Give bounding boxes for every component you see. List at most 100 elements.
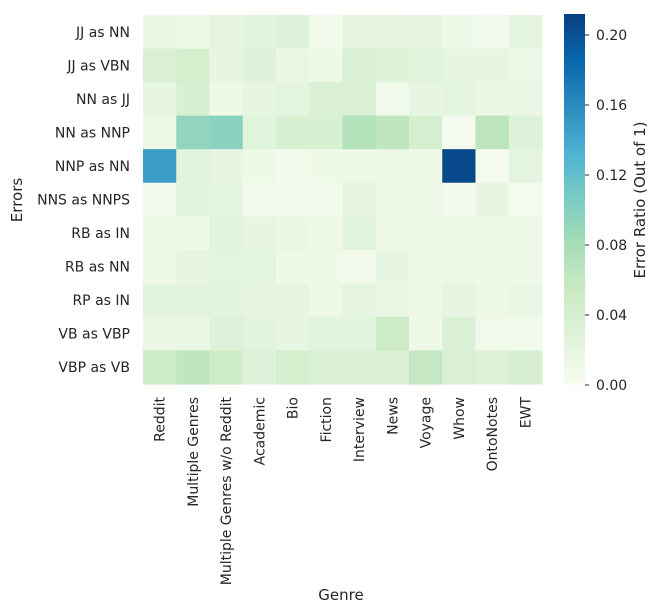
heatmap-cell [475,182,510,217]
heatmap-cell [375,283,410,318]
y-tick-label: JJ as VBN [66,58,130,74]
heatmap-cell [143,216,177,251]
colorbar: 0.00 0.04 0.08 0.12 0.16 0.20 Error Ratio (Ou… [564,14,649,394]
y-axis-title: Errors [8,178,26,223]
heatmap-cell [242,115,277,150]
heatmap-cell [242,15,277,50]
heatmap-cell [176,216,211,251]
heatmap-cell [409,316,443,352]
y-tick-label: VBP as VB [58,360,130,376]
heatmap-cell [276,48,310,83]
heatmap-cell [309,350,344,385]
heatmap-cell [242,48,277,83]
x-tick-label: Multiple Genres w/o Reddit [219,396,235,585]
x-tick-label: Bio [286,397,302,419]
heatmap-cell [176,82,211,117]
y-tick-label: NN as NNP [55,125,130,141]
heatmap-cell [209,182,244,217]
heatmap-cell [143,316,177,352]
heatmap-cell [508,15,543,50]
heatmap-cell [375,216,410,251]
heatmap-cell [176,149,211,184]
heatmap-cell [508,350,543,385]
x-tick-label: News [385,397,401,435]
heatmap-cell [508,216,543,251]
heatmap-cell [475,350,510,385]
heatmap-cell [143,149,177,184]
x-tick-label: Multiple Genres [186,397,202,507]
y-tick-label: NNP as NN [55,159,130,175]
heatmap-cell [409,182,443,217]
heatmap-cell [209,216,244,251]
heatmap-cell [209,115,244,150]
heatmap-cell [276,249,310,284]
heatmap-cell [309,115,344,150]
heatmap-cell [409,350,443,385]
heatmap-cell [276,149,310,184]
heatmap-cell [475,115,510,150]
heatmap-cell [276,115,310,150]
heatmap-cell [409,48,443,83]
heatmap-cell [209,149,244,184]
colorbar-tick-label: 0.16 [596,98,627,114]
heatmap-cell [508,115,543,150]
heatmap-cell [442,216,477,251]
heatmap-cell [442,48,477,83]
heatmap-cell [309,182,344,217]
heatmap-cell [375,149,410,184]
heatmap-cell [309,149,344,184]
heatmap-cell [375,350,410,385]
heatmap-cell [508,316,543,352]
y-tick-label: RB as NN [65,260,130,276]
heatmap-cell [442,15,477,50]
colorbar-gradient [564,14,585,385]
heatmap-cell [242,149,277,184]
heatmap-cell [176,316,211,352]
heatmap-cell [475,316,510,352]
heatmap-cell [143,115,177,150]
heatmap-cell [209,316,244,352]
heatmap-cell [276,15,310,50]
heatmap-cell [508,249,543,284]
heatmap-cell [409,249,443,284]
heatmap-cell [209,15,244,50]
heatmap-cell [508,182,543,217]
heatmap-cell [475,15,510,50]
heatmap-cell [508,283,543,318]
heatmap-cell [176,15,211,50]
heatmap-cell [276,82,310,117]
x-tick-label: Voyage [419,397,435,448]
x-tick-label: EWT [518,397,534,429]
heatmap-cell [475,249,510,284]
heatmap-cell [276,283,310,318]
heatmap-cell [342,15,377,50]
heatmap-cell [409,216,443,251]
x-tick-label: OntoNotes [485,397,501,471]
heatmap-cell [475,48,510,83]
heatmap-cell [442,283,477,318]
colorbar-title: Error Ratio (Out of 1) [631,121,649,278]
heatmap-cell [143,15,177,50]
x-tick-label: Whow [452,397,468,440]
heatmap-cell [342,115,377,150]
heatmap-cell [309,48,344,83]
colorbar-ticks: 0.00 0.04 0.08 0.12 0.16 0.20 [585,28,627,394]
heatmap-cell [375,115,410,150]
y-tick-labels: JJ as NN JJ as VBN NN as JJ NN as NNP NNP as… [37,25,130,376]
heatmap-cells [143,15,543,385]
heatmap-cell [442,350,477,385]
heatmap-cell [442,249,477,284]
heatmap-cell [176,350,211,385]
heatmap-cell [375,82,410,117]
heatmap-cell [375,316,410,352]
y-tick-label: NN as JJ [76,92,130,108]
heatmap-cell [508,149,543,184]
heatmap-cell [176,283,211,318]
heatmap-cell [309,82,344,117]
heatmap-cell [276,316,310,352]
heatmap-cell [143,48,177,83]
heatmap-cell [176,115,211,150]
heatmap-cell [375,15,410,50]
x-tick-label: Fiction [319,397,335,442]
